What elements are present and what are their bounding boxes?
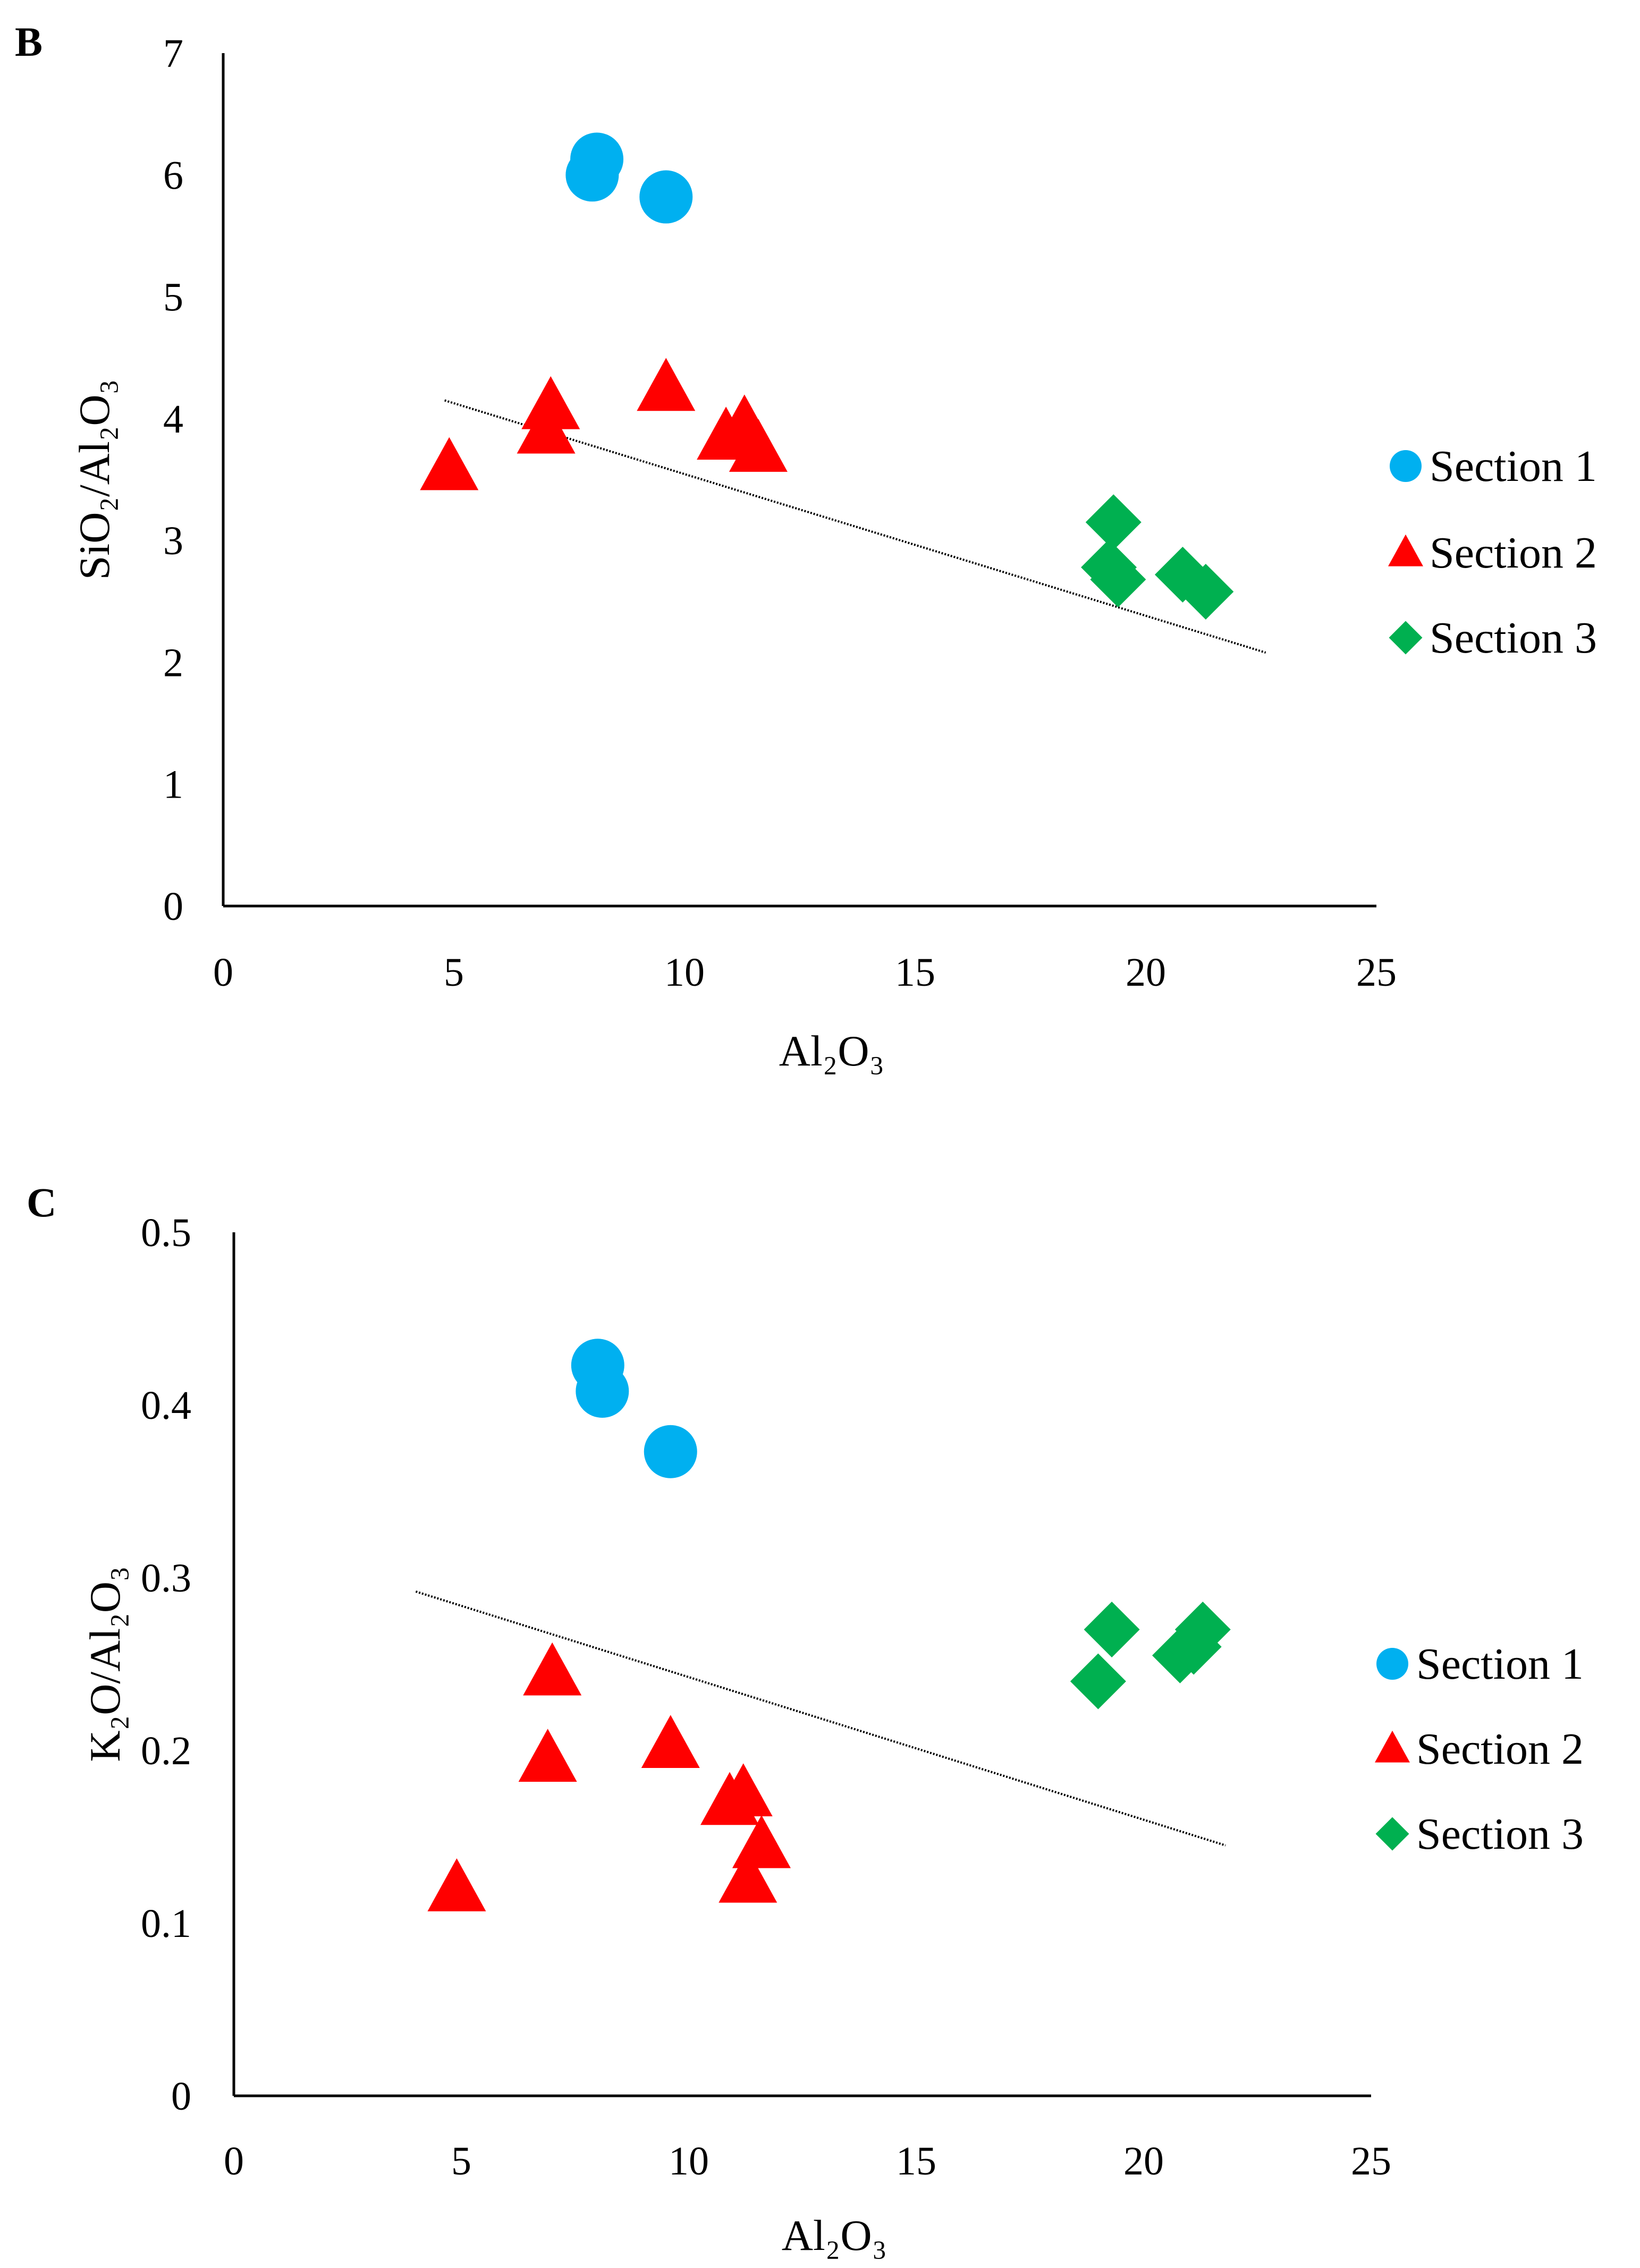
y-tick-label-c: 0.4 — [141, 1383, 191, 1428]
x-tick-label-c: 5 — [451, 2139, 471, 2184]
x-tick-label-b: 25 — [1356, 950, 1397, 995]
y-tick-label-b: 5 — [163, 275, 183, 320]
y-tick-label-b: 2 — [163, 640, 183, 685]
x-tick-label-c: 10 — [669, 2139, 709, 2184]
legend-b: Section 1 Section 2 Section 3 — [1388, 442, 1597, 663]
series-section-1-c — [571, 1339, 697, 1478]
y-tick-label-c: 0.2 — [141, 1729, 191, 1773]
x-tick-label-c: 25 — [1351, 2139, 1391, 2184]
x-tick-label-c: 20 — [1123, 2139, 1164, 2184]
legend-marker-section-1 — [1390, 450, 1422, 482]
y-tick-label-b: 1 — [163, 763, 183, 807]
data-point-section-2 — [641, 1715, 700, 1768]
data-point-section-3 — [1070, 1653, 1126, 1710]
legend-label-section-1: Section 1 — [1430, 442, 1597, 491]
series-section-1-b — [565, 132, 693, 224]
series-section-3-b — [1081, 494, 1234, 620]
data-point-section-2 — [732, 1815, 791, 1868]
series-section-2-c — [427, 1642, 791, 1911]
data-point-section-2 — [637, 358, 696, 411]
y-tick-label-b: 0 — [163, 884, 183, 929]
data-point-section-2 — [718, 1849, 777, 1903]
legend-marker-section-1 — [1376, 1648, 1408, 1680]
chart-c: C 0 0.1 0.2 0.3 0.4 0.5 0 5 10 15 20 25 Al₂O₃ K₂O/Al₂O… — [27, 1179, 1584, 2259]
panel-label-b: B — [15, 19, 43, 65]
y-tick-label-b: 7 — [163, 31, 183, 76]
data-point-section-1 — [576, 1365, 629, 1418]
trendline-b — [444, 399, 1266, 654]
data-point-section-1 — [644, 1425, 697, 1478]
x-axis-title-c: Al₂O₃ — [782, 2211, 887, 2259]
x-tick-label-b: 10 — [664, 950, 705, 995]
data-point-section-3 — [1174, 1602, 1231, 1657]
legend-label-section-2: Section 2 — [1416, 1724, 1584, 1774]
y-axis-title-c: K₂O/Al₂O₃ — [81, 1566, 129, 1762]
legend-label-section-1: Section 1 — [1416, 1639, 1584, 1689]
x-tick-label-c: 0 — [224, 2139, 244, 2184]
data-point-section-3 — [1085, 494, 1142, 551]
legend-c: Section 1 Section 2 Section 3 — [1375, 1639, 1584, 1859]
data-point-section-1 — [639, 170, 693, 224]
legend-marker-section-3 — [1375, 1817, 1409, 1851]
y-tick-label-b: 4 — [163, 397, 183, 442]
y-axis-title-b: SiO₂/Al₂O₃ — [70, 379, 119, 580]
y-tick-label-c: 0.1 — [141, 1901, 191, 1946]
data-point-section-2 — [521, 376, 580, 429]
y-tick-label-b: 3 — [163, 519, 183, 563]
data-point-section-3 — [1090, 552, 1146, 608]
legend-marker-section-2 — [1375, 1730, 1410, 1763]
legend-marker-section-3 — [1389, 621, 1423, 655]
data-point-section-3 — [1084, 1602, 1140, 1657]
data-point-section-1 — [570, 132, 624, 186]
y-tick-label-c: 0 — [171, 2074, 191, 2119]
data-point-section-2 — [729, 419, 788, 472]
legend-label-section-3: Section 3 — [1430, 613, 1597, 663]
data-point-section-2 — [420, 437, 479, 490]
x-tick-label-b: 20 — [1126, 950, 1166, 995]
panel-label-c: C — [27, 1179, 56, 1225]
legend-marker-section-2 — [1388, 534, 1423, 566]
chart-b: B 0 1 2 3 4 5 6 7 0 5 10 15 20 25 Al₂O₃ SiO₂/Al₂O₃ Sectio… — [15, 19, 1597, 1075]
y-tick-label-c: 0.3 — [141, 1556, 191, 1601]
x-tick-label-b: 15 — [895, 950, 935, 995]
data-point-section-3 — [1178, 563, 1234, 620]
data-point-section-2 — [427, 1858, 486, 1911]
x-tick-label-b: 0 — [213, 950, 233, 995]
trendline-c — [415, 1590, 1226, 1847]
data-point-section-2 — [714, 1763, 773, 1816]
x-tick-label-b: 5 — [444, 950, 464, 995]
data-point-section-2 — [523, 1642, 582, 1696]
y-tick-label-b: 6 — [163, 153, 183, 198]
data-point-section-2 — [518, 1729, 577, 1782]
y-tick-label-c: 0.5 — [141, 1211, 191, 1255]
x-axis-title-b: Al₂O₃ — [779, 1027, 884, 1075]
x-tick-label-c: 15 — [896, 2139, 936, 2184]
series-section-3-c — [1070, 1602, 1231, 1710]
legend-label-section-2: Section 2 — [1430, 528, 1597, 578]
legend-label-section-3: Section 3 — [1416, 1809, 1584, 1859]
series-section-2-b — [420, 358, 788, 490]
